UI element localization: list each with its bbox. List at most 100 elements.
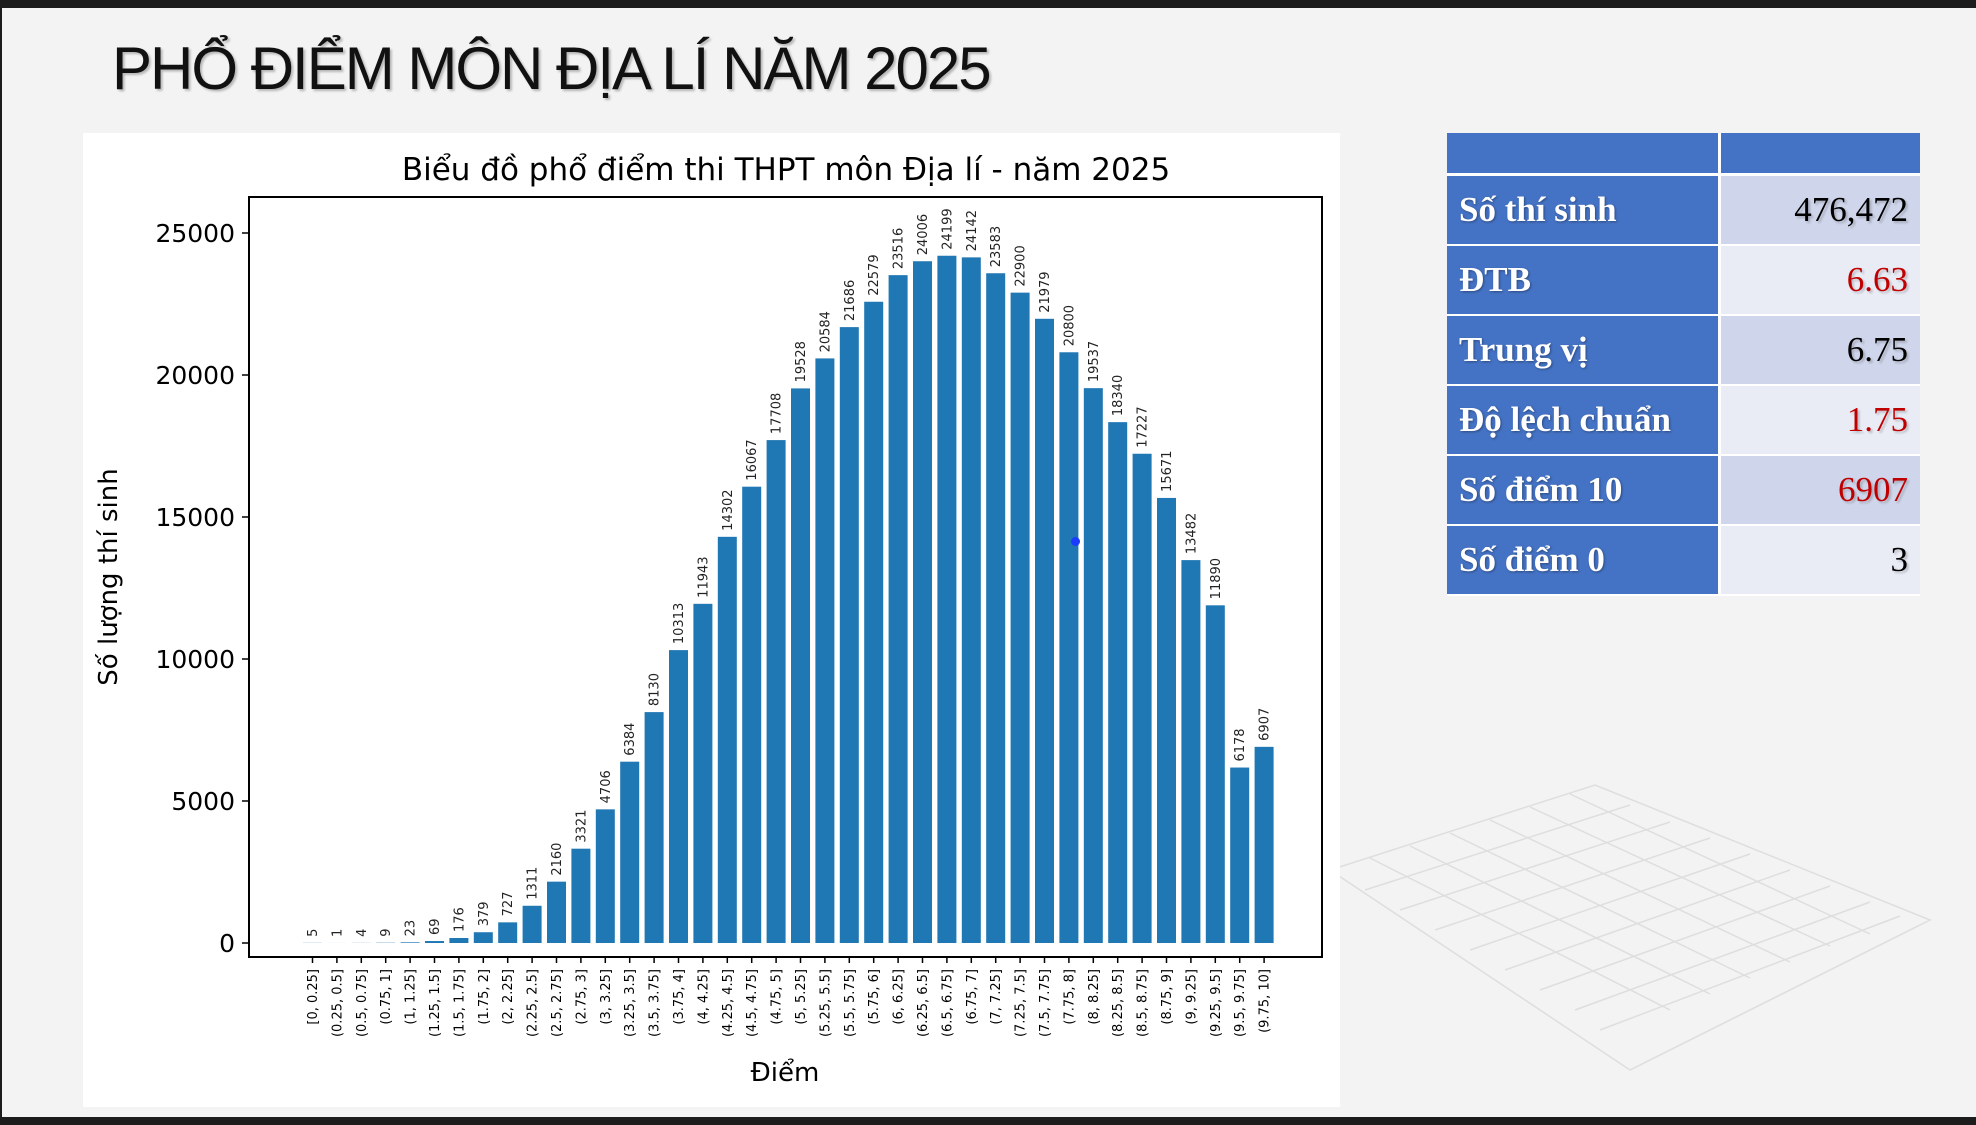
bar-value-label: 6907 [1258,708,1273,741]
bar-value-label: 24006 [916,214,931,255]
x-tick-label: (4.75, 5] [770,969,785,1025]
bar-10 [547,881,566,943]
stats-row: Độ lệch chuẩn 1.75 [1447,386,1920,456]
x-tick-label: (0.5, 0.75] [355,969,370,1037]
bar-4 [400,942,420,943]
bar-38 [1230,767,1250,943]
x-tick-label: (4.25, 4.5] [721,969,736,1037]
bar-value-label: 19528 [794,341,809,382]
bar-value-label: 23516 [892,228,907,269]
x-tick-label: (6, 6.25] [892,969,907,1025]
x-tick-label: (9.25, 9.5] [1209,969,1224,1037]
bar-value-label: 1 [330,929,345,937]
stats-header-cell [1447,133,1721,176]
bar-value-label: 18340 [1111,375,1126,416]
bottom-border [0,1117,1976,1125]
bars-layer [303,255,1274,944]
bar-value-label: 6384 [623,723,638,756]
bar-value-label: 20800 [1062,305,1077,346]
bar-value-label: 16067 [745,439,760,480]
y-tick-label: 15000 [155,503,235,532]
bar-13 [620,761,640,943]
x-tick-label: (2, 2.25] [501,969,516,1025]
y-axis-label: Số lượng thí sinh [94,468,124,685]
x-tick-label: (1.75, 2] [477,969,492,1025]
x-tick-label: (2.75, 3] [574,969,589,1025]
stats-value: 1.75 [1721,386,1920,456]
stats-value: 3 [1721,526,1920,596]
x-tick-label: (1, 1.25] [404,969,419,1025]
stats-row: Số thí sinh 476,472 [1447,176,1920,246]
x-tick-label: (8.75, 9] [1160,969,1175,1025]
x-tick-label: (3, 3.25] [599,969,614,1025]
bar-value-label: 24199 [940,208,955,249]
bar-39 [1254,746,1274,943]
bar-24 [888,275,908,943]
x-tick-label: (2.25, 2.5] [526,969,541,1037]
top-border [0,0,1976,8]
x-tick-label: (3.5, 3.75] [648,969,663,1037]
bar-16 [693,603,713,943]
x-tick-label: (7.25, 7.5] [1014,969,1029,1037]
stats-table: Số thí sinh 476,472 ĐTB 6.63 Trung vị 6.75 Độ … [1447,133,1920,596]
bar-value-label: 2160 [550,843,565,876]
bar-29 [1010,292,1030,943]
bar-19 [766,440,786,943]
stats-header-cell [1721,133,1920,176]
bar-value-label: 69 [428,918,443,935]
x-tick-label: (9, 9.25] [1184,969,1199,1025]
bar-value-label: 11890 [1209,558,1224,599]
bar-value-label: 19537 [1087,341,1102,382]
bar-23 [864,301,884,943]
bar-21 [815,358,835,943]
x-tick-label: (1.25, 1.5] [428,969,443,1037]
chart-panel: Biểu đồ phổ điểm thi THPT môn Địa lí - n… [83,133,1340,1107]
x-tick-label: (9.75, 10] [1258,969,1273,1033]
bar-value-label: 8130 [648,673,663,706]
bar-31 [1059,352,1079,943]
y-tick-label: 5000 [171,787,235,816]
bar-value-label: 17227 [1136,406,1151,447]
bar-25 [913,261,932,943]
stats-label: Số điểm 0 [1447,526,1721,596]
bar-value-label: 23583 [989,226,1004,267]
bar-value-label: 10313 [672,603,687,644]
bar-value-label: 22900 [1014,245,1029,286]
bar-11 [571,848,591,943]
bar-14 [644,712,664,943]
chart-title: Biểu đồ phổ điểm thi THPT môn Địa lí - n… [402,152,1170,188]
decorative-grid [1330,784,1932,1071]
bar-value-label: 21686 [843,280,858,321]
y-tick-label: 25000 [155,219,235,248]
bar-value-label: 23 [404,920,419,937]
x-tick-label: (7.5, 7.75] [1038,969,1053,1037]
stats-value: 6.75 [1721,316,1920,386]
bar-value-label: 379 [477,901,492,926]
x-axis-label: Điểm [751,1057,820,1088]
bar-value-label: 24142 [965,210,980,251]
x-tick-label: (3.25, 3.5] [623,969,638,1037]
stats-value: 6907 [1721,456,1920,526]
x-tick-label: (1.5, 1.75] [452,969,467,1037]
bar-value-label: 14302 [721,489,736,530]
bar-17 [717,536,737,943]
y-ticks-layer: 0 5000 10000 15000 20000 25000 [155,219,249,958]
x-tick-label: (6.75, 7] [965,969,980,1025]
bar-22 [839,327,859,943]
stats-row: Trung vị 6.75 [1447,316,1920,386]
stats-header-row [1447,133,1920,176]
bar-value-label: 20584 [818,311,833,352]
bar-value-label: 17708 [770,393,785,434]
mouse-cursor [1071,537,1080,546]
plot-frame [248,196,1323,958]
bar-37 [1205,605,1225,943]
bar-32 [1083,388,1103,944]
x-tick-label: (4.5, 4.75] [745,969,760,1037]
bar-value-label: 21979 [1038,271,1053,312]
x-tick-label: (8.25, 8.5] [1111,969,1126,1037]
stats-row: ĐTB 6.63 [1447,246,1920,316]
x-tick-label: (8, 8.25] [1087,969,1102,1025]
bar-value-label: 3321 [574,810,589,843]
x-tick-label: (3.75, 4] [672,969,687,1025]
